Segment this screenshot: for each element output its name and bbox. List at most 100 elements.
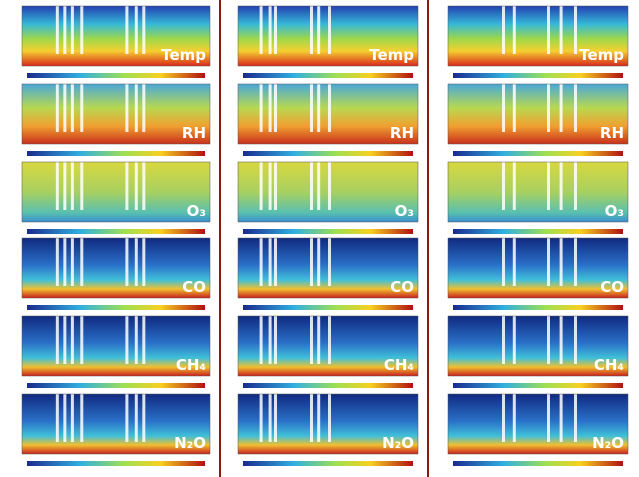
data-gap — [574, 238, 577, 286]
data-gap — [574, 6, 577, 54]
data-gap — [142, 162, 145, 210]
data-gap — [328, 6, 331, 54]
data-gap — [269, 6, 272, 54]
data-gap — [56, 162, 59, 210]
colorbar — [453, 151, 623, 156]
data-gap — [135, 6, 138, 54]
colorbar — [243, 229, 413, 234]
data-gap — [63, 394, 66, 442]
data-gap — [142, 238, 145, 286]
data-gap — [125, 238, 128, 286]
colorbar — [27, 229, 205, 234]
data-gap — [80, 6, 83, 54]
colorbar — [453, 305, 623, 310]
panel-label: Temp — [161, 46, 206, 64]
panel-label: CH₄ — [176, 356, 206, 374]
data-gap — [125, 6, 128, 54]
data-gap — [560, 316, 563, 364]
data-gap — [574, 84, 577, 132]
colorbar — [27, 151, 205, 156]
panel-label: CO — [600, 278, 624, 296]
data-gap — [274, 6, 277, 54]
data-gap — [63, 162, 66, 210]
data-gap — [560, 238, 563, 286]
data-gap — [560, 394, 563, 442]
data-gap — [80, 84, 83, 132]
data-gap — [547, 316, 550, 364]
data-gap — [560, 84, 563, 132]
data-gap — [135, 238, 138, 286]
data-gap — [317, 394, 320, 442]
colorbar — [243, 305, 413, 310]
data-gap — [71, 316, 74, 364]
data-gap — [142, 394, 145, 442]
plot-area — [22, 162, 210, 222]
data-gap — [274, 84, 277, 132]
colorbar — [243, 383, 413, 388]
data-gap — [71, 238, 74, 286]
panel-label: O₃ — [605, 202, 624, 220]
data-gap — [513, 238, 516, 286]
colorbar — [453, 461, 623, 466]
data-gap — [56, 6, 59, 54]
panel-label: RH — [182, 124, 206, 142]
data-gap — [56, 394, 59, 442]
data-gap — [317, 162, 320, 210]
data-gap — [135, 84, 138, 132]
data-gap — [135, 162, 138, 210]
data-gap — [71, 394, 74, 442]
data-gap — [513, 162, 516, 210]
data-gap — [502, 84, 505, 132]
colorbar — [243, 151, 413, 156]
data-gap — [317, 84, 320, 132]
data-gap — [317, 6, 320, 54]
panel-label: O₃ — [187, 202, 206, 220]
data-gap — [142, 84, 145, 132]
colorbar — [27, 73, 205, 78]
data-gap — [260, 84, 263, 132]
data-gap — [328, 84, 331, 132]
data-gap — [574, 316, 577, 364]
data-gap — [310, 162, 313, 210]
colorbar — [453, 73, 623, 78]
data-gap — [560, 6, 563, 54]
panel-label: N₂O — [592, 434, 624, 452]
data-gap — [125, 84, 128, 132]
data-gap — [502, 162, 505, 210]
data-gap — [502, 394, 505, 442]
data-gap — [547, 6, 550, 54]
data-gap — [513, 394, 516, 442]
colorbar — [243, 461, 413, 466]
data-gap — [269, 162, 272, 210]
colorbar — [27, 461, 205, 466]
data-gap — [274, 316, 277, 364]
panel-label: CO — [182, 278, 206, 296]
data-gap — [56, 316, 59, 364]
data-gap — [269, 316, 272, 364]
data-gap — [513, 6, 516, 54]
panel-label: Temp — [579, 46, 624, 64]
data-gap — [80, 316, 83, 364]
colorbar — [453, 229, 623, 234]
colorbar — [453, 383, 623, 388]
data-gap — [135, 394, 138, 442]
data-gap — [547, 84, 550, 132]
panel-label: O₃ — [395, 202, 414, 220]
data-gap — [274, 238, 277, 286]
data-gap — [142, 6, 145, 54]
panel-label: CO — [390, 278, 414, 296]
data-gap — [317, 316, 320, 364]
data-gap — [513, 316, 516, 364]
panel-label: CH₄ — [384, 356, 414, 374]
data-gap — [274, 162, 277, 210]
data-gap — [328, 162, 331, 210]
data-gap — [328, 394, 331, 442]
data-gap — [260, 394, 263, 442]
data-gap — [310, 238, 313, 286]
data-gap — [310, 394, 313, 442]
colorbar — [27, 383, 205, 388]
data-gap — [274, 394, 277, 442]
data-gap — [574, 394, 577, 442]
data-gap — [125, 316, 128, 364]
data-gap — [502, 316, 505, 364]
